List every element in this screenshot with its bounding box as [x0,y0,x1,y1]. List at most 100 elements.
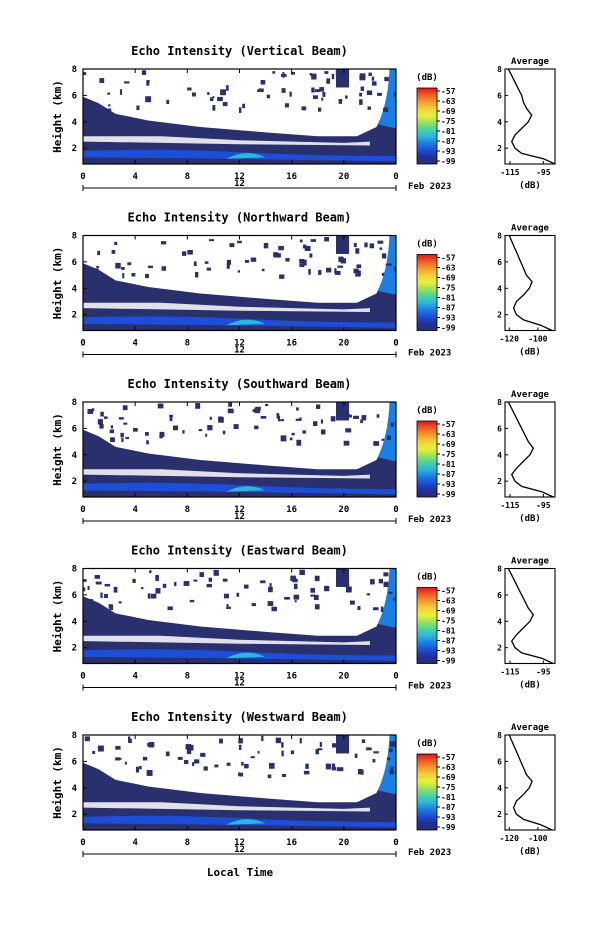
avg-x-label: (dB) [519,847,541,857]
colorbar [416,254,438,331]
y-axis-label: Height (km) [51,247,64,320]
echo-speckle [149,570,152,574]
x-tick-label: 8 [185,672,190,682]
colorbar-tick-label: -87 [441,637,456,646]
echo-speckle [145,273,149,279]
echo-speckle [279,274,285,279]
echo-speckle [324,71,329,74]
echo-speckle [83,269,88,272]
echo-speckle [370,579,375,585]
colorbar-tick-label: -81 [441,294,456,303]
echo-speckle [147,593,151,599]
echo-speckle [383,581,389,588]
avg-x-label: (dB) [519,348,541,358]
echo-speckle [321,97,324,101]
echo-speckle [172,425,179,431]
echo-speckle [157,403,164,409]
x-tick-label: 12 [234,172,245,182]
colorbar-tick-label: -69 [441,773,456,782]
echo-speckle [115,757,121,761]
colorbar-tick-label: -69 [441,274,456,283]
avg-y-tick-label: 8 [497,565,502,574]
echo-speckle [97,745,104,752]
avg-profile-line [508,734,553,831]
echo-speckle [193,579,198,582]
echo-speckle [207,425,213,431]
echo-speckle [120,89,123,95]
echo-speckle [145,432,149,436]
avg-y-tick-label: 2 [497,144,502,153]
echo-speckle [313,95,318,100]
echo-speckle [338,99,343,104]
x-tick-label: 16 [286,672,297,682]
echo-speckle [394,91,396,97]
colorbar-tick-label: -69 [441,607,456,616]
echo-speckle [272,71,276,74]
echo-speckle [199,572,204,578]
avg-x-tick-label: -115 [500,501,519,510]
echo-speckle [115,745,121,750]
heatmap-field [83,735,396,830]
echo-speckle [376,414,380,418]
echo-speckle [296,407,299,411]
colorbar-tick-label: -75 [441,783,456,792]
echo-speckle [290,750,295,755]
echo-speckle [335,735,341,740]
echo-speckle [393,266,396,271]
echo-speckle [83,72,87,75]
echo-speckle [355,273,361,277]
x-tick-label: 16 [286,505,297,515]
echo-speckle [261,268,265,272]
heatmap-field [83,568,396,664]
day-label: 12 [234,845,245,855]
echo-speckle [118,601,122,604]
echo-speckle [310,239,317,242]
echo-speckle [273,252,279,258]
echo-speckle [146,770,153,776]
y-tick-label: 8 [72,65,77,75]
cloud-patch [336,568,350,587]
date-label: Feb 2023 [408,682,451,692]
echo-speckle [289,91,292,97]
colorbar-tick-label: -63 [441,763,456,772]
avg-y-tick-label: 4 [497,118,502,127]
echo-speckle [205,433,208,437]
avg-profile-line [507,68,556,165]
echo-speckle [169,415,173,422]
avg-frame [504,567,556,665]
echo-speckle [209,416,212,420]
echo-speckle [194,271,199,278]
y-axis-label: Height (km) [51,80,64,153]
echo-speckle [371,76,375,81]
echo-speckle [241,761,244,766]
echo-speckle [366,747,372,751]
echo-speckle [83,579,87,582]
echo-speckle [340,72,347,78]
echo-speckle [377,240,384,244]
echo-speckle [233,424,239,430]
avg-x-tick-label: -95 [536,501,551,510]
echo-speckle [100,411,104,417]
colorbar-tick-label: -81 [441,627,456,636]
boundary-peak [226,153,266,159]
colorbar-tick-label: -69 [441,440,456,449]
colorbar-tick-label: -63 [441,264,456,273]
echo-speckle [150,593,157,599]
echo-speckle [388,591,393,594]
avg-x-tick-label: -100 [528,834,547,843]
echo-speckle [377,92,382,96]
colorbar-tick-label: -57 [441,87,456,96]
x-tick-label: 16 [286,339,297,349]
echo-speckle [136,105,140,111]
colorbar-tick-label: -99 [441,490,456,499]
echo-speckle [165,751,170,757]
colorbar-unit: (dB) [416,240,438,250]
echo-speckle [357,769,362,775]
echo-speckle [345,95,348,99]
echo-speckle [186,748,192,755]
colorbar-tick-label: -81 [441,793,456,802]
y-axis-label: Height (km) [51,413,64,486]
colorbar-tick-label: -57 [441,587,456,596]
colorbar-tick-label: -93 [441,480,456,489]
panel-title: Echo Intensity (Northward Beam) [128,211,352,225]
